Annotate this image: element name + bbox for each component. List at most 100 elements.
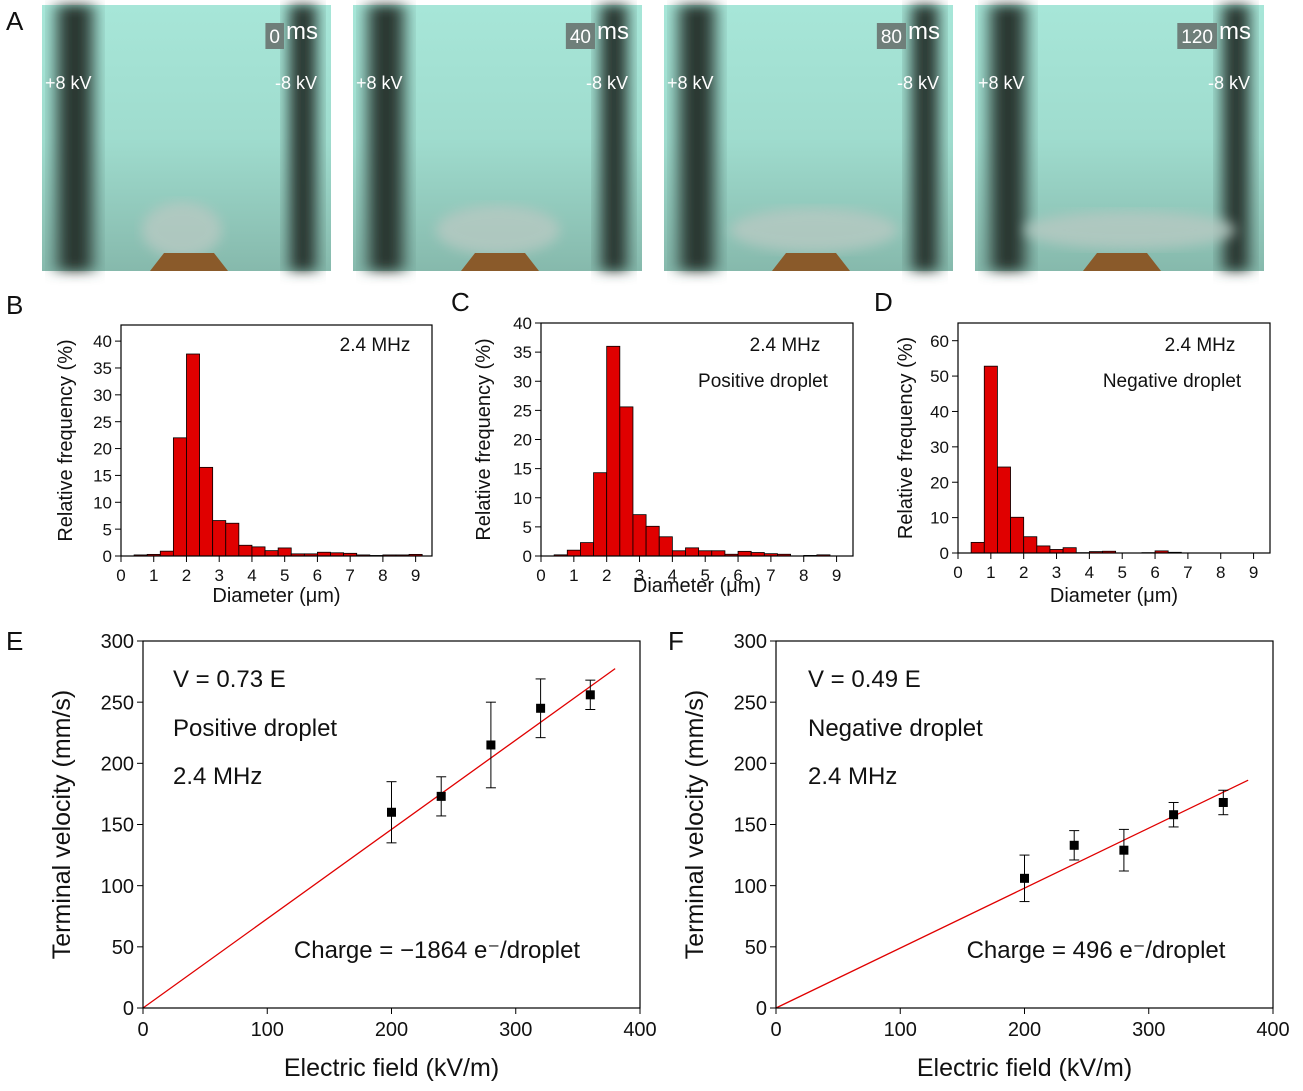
- x-tick-label: 5: [280, 566, 289, 585]
- y-tick-label: 0: [103, 547, 112, 566]
- time-box: [876, 23, 906, 49]
- electrode: [595, 5, 633, 271]
- time-box: [1177, 23, 1217, 49]
- y-tick-label: 20: [93, 440, 112, 459]
- x-tick-label: 7: [1183, 563, 1192, 582]
- time-box: [265, 23, 284, 49]
- y-tick-label: 25: [93, 413, 112, 432]
- bar: [970, 541, 985, 554]
- bar: [658, 536, 673, 557]
- x-tick-label: 8: [378, 566, 387, 585]
- x-tick-label: 7: [766, 566, 775, 585]
- y-tick-label: 30: [930, 438, 949, 457]
- x-tick-label: 0: [770, 1019, 781, 1041]
- plume: [730, 208, 898, 252]
- time-value: 0: [269, 27, 280, 48]
- annotation: V = 0.49 E: [808, 666, 921, 693]
- bar: [159, 550, 174, 557]
- nozzle: [461, 253, 539, 271]
- y-tick-label: 20: [930, 473, 949, 492]
- nozzle: [150, 253, 228, 271]
- fit-line: [142, 668, 616, 1009]
- y-tick-label: 40: [93, 332, 112, 351]
- y-tick-label: 50: [112, 937, 134, 959]
- x-tick-label: 4: [668, 566, 677, 585]
- panel-label: C: [451, 287, 470, 317]
- plot-frame: [775, 640, 1274, 1009]
- bar: [186, 353, 200, 557]
- electrode: [906, 5, 944, 271]
- y-tick-label: 250: [734, 692, 767, 714]
- y-tick-label: 40: [513, 314, 532, 333]
- bar: [685, 547, 700, 557]
- electrode: [361, 5, 411, 271]
- bar: [225, 522, 240, 557]
- point: [1119, 845, 1129, 855]
- nozzle: [1083, 253, 1161, 271]
- point: [585, 690, 595, 700]
- x-axis-label: Electric field (kV/m): [284, 1054, 499, 1082]
- bar: [737, 550, 752, 557]
- bar: [277, 547, 292, 557]
- y-axis-label: Relative frequency (%): [895, 337, 917, 539]
- y-tick-label: 15: [513, 460, 532, 479]
- x-tick-label: 0: [137, 1019, 148, 1041]
- bar: [671, 550, 686, 557]
- annotation: 2.4 MHz: [340, 335, 411, 356]
- x-tick-label: 6: [733, 566, 742, 585]
- time-unit: ms: [908, 18, 940, 45]
- y-tick-label: 0: [123, 998, 134, 1020]
- x-tick-label: 3: [635, 566, 644, 585]
- x-tick-label: 3: [1052, 563, 1061, 582]
- y-tick-label: 10: [93, 493, 112, 512]
- y-tick-label: 60: [930, 332, 949, 351]
- bar: [264, 550, 279, 557]
- bar: [997, 466, 1011, 554]
- point: [1169, 810, 1179, 820]
- point: [486, 740, 496, 750]
- panel-label: F: [668, 626, 684, 656]
- plume: [436, 205, 560, 255]
- x-axis-label: Diameter (μm): [633, 575, 761, 597]
- x-tick-label: 300: [499, 1019, 532, 1041]
- x-tick-label: 2: [182, 566, 191, 585]
- electrode: [50, 5, 100, 271]
- y-tick-label: 150: [101, 815, 134, 837]
- x-tick-label: 1: [149, 566, 158, 585]
- x-tick-label: 5: [1117, 563, 1126, 582]
- x-tick-label: 300: [1132, 1019, 1165, 1041]
- bar: [1036, 545, 1051, 554]
- y-tick-label: 0: [940, 544, 949, 563]
- voltage-label: -8 kV: [1208, 73, 1250, 93]
- x-tick-label: 400: [1256, 1019, 1289, 1041]
- panel-label: B: [6, 290, 23, 320]
- bar: [711, 550, 726, 557]
- x-tick-label: 2: [602, 566, 611, 585]
- nozzle: [772, 253, 850, 271]
- x-axis-label: Electric field (kV/m): [917, 1054, 1132, 1082]
- x-tick-label: 6: [1150, 563, 1159, 582]
- y-tick-label: 25: [513, 401, 532, 420]
- time-value: 40: [570, 27, 591, 48]
- annotation: V = 0.73 E: [173, 666, 286, 693]
- x-tick-label: 0: [116, 566, 125, 585]
- photo: +8 kV -8 kV 40 ms: [353, 5, 642, 271]
- bar: [698, 550, 713, 557]
- annotation: Charge = 496 e⁻/droplet: [967, 937, 1226, 964]
- photo: +8 kV -8 kV 0 ms: [42, 5, 331, 271]
- y-tick-label: 300: [734, 631, 767, 653]
- x-axis-label: Diameter (μm): [1050, 585, 1178, 607]
- bar: [251, 546, 266, 557]
- voltage-label: +8 kV: [45, 73, 92, 93]
- y-axis-label: Relative frequency (%): [55, 339, 77, 541]
- x-tick-label: 1: [986, 563, 995, 582]
- y-tick-label: 0: [756, 998, 767, 1020]
- x-tick-label: 9: [411, 566, 420, 585]
- y-axis-label: Terminal velocity (mm/s): [681, 690, 709, 959]
- x-tick-label: 3: [214, 566, 223, 585]
- x-tick-label: 7: [345, 566, 354, 585]
- y-tick-label: 150: [734, 815, 767, 837]
- electrode: [983, 5, 1033, 271]
- annotation: Negative droplet: [1103, 371, 1242, 392]
